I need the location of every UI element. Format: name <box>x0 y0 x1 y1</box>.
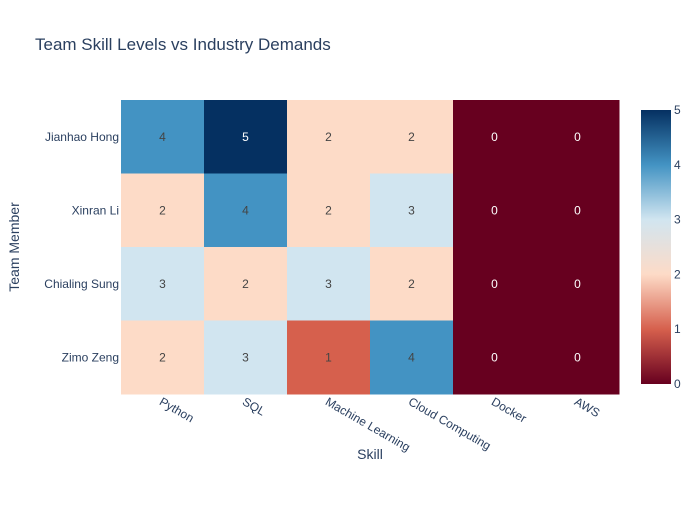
heatmap-cell <box>204 173 288 248</box>
heatmap-cell <box>204 320 288 395</box>
cell-value-label: 4 <box>242 203 249 217</box>
heatmap-cell <box>453 100 537 174</box>
heatmap-cell <box>453 247 537 321</box>
colorbar-ticks: 0 1 2 3 4 5 <box>674 103 681 391</box>
cell-value-label: 0 <box>491 350 498 364</box>
cell-value-label: 5 <box>242 130 249 144</box>
cell-value-label: 2 <box>159 203 166 217</box>
heatmap-cell <box>204 100 288 174</box>
heatmap-cell <box>121 320 205 395</box>
heatmap-cell <box>204 247 288 321</box>
colorbar-tick-label: 5 <box>674 103 681 117</box>
heatmap-cell <box>453 173 537 248</box>
cell-value-label: 3 <box>242 350 249 364</box>
cell-value-label: 0 <box>574 130 581 144</box>
heatmap-cells: 4 5 2 2 0 0 2 4 2 3 0 0 3 2 3 2 0 0 2 3 1 4 0 0 <box>121 100 620 395</box>
heatmap-cell <box>453 320 537 395</box>
y-tick-label: Chialing Sung <box>44 277 119 291</box>
heatmap-cell <box>370 247 454 321</box>
heatmap-cell <box>536 173 620 248</box>
cell-value-label: 2 <box>159 350 166 364</box>
cell-value-label: 2 <box>408 277 415 291</box>
cell-value-label: 0 <box>574 203 581 217</box>
heatmap-cell <box>536 247 620 321</box>
heatmap-cell <box>121 173 205 248</box>
x-tick-label: AWS <box>572 394 602 420</box>
colorbar-tick-label: 0 <box>674 377 681 391</box>
heatmap-cell <box>370 100 454 174</box>
heatmap-cell <box>536 100 620 174</box>
cell-value-label: 0 <box>574 350 581 364</box>
heatmap-cell <box>121 247 205 321</box>
x-tick-label: Docker <box>489 394 529 425</box>
cell-value-label: 2 <box>325 203 332 217</box>
y-axis-ticks: Jianhao Hong Xinran Li Chialing Sung Zimo Z… <box>44 130 119 365</box>
cell-value-label: 3 <box>408 203 415 217</box>
y-tick-label: Zimo Zeng <box>62 350 119 364</box>
cell-value-label: 2 <box>408 130 415 144</box>
y-tick-label: Jianhao Hong <box>45 130 119 144</box>
colorbar-gradient <box>641 110 671 384</box>
heatmap-cell <box>287 100 371 174</box>
x-tick-label: SQL <box>240 394 268 418</box>
cell-value-label: 2 <box>242 277 249 291</box>
x-tick-label: Python <box>157 394 196 425</box>
cell-value-label: 0 <box>491 203 498 217</box>
cell-value-label: 4 <box>408 350 415 364</box>
heatmap-cell <box>370 173 454 248</box>
x-tick-label: Cloud Computing <box>406 394 493 452</box>
cell-value-label: 4 <box>159 130 166 144</box>
heatmap-cell <box>121 100 205 174</box>
cell-value-label: 0 <box>491 277 498 291</box>
colorbar-tick-label: 1 <box>674 322 681 336</box>
heatmap-cell <box>287 247 371 321</box>
colorbar-tick-label: 4 <box>674 158 681 172</box>
cell-value-label: 1 <box>325 350 332 364</box>
y-tick-label: Xinran Li <box>72 203 119 217</box>
heatmap-cell <box>536 320 620 395</box>
y-axis-title: Team Member <box>6 202 22 292</box>
heatmap-cell <box>287 320 371 395</box>
colorbar <box>641 110 671 384</box>
cell-value-label: 0 <box>574 277 581 291</box>
colorbar-tick-label: 3 <box>674 213 681 227</box>
colorbar-tick-label: 2 <box>674 267 681 281</box>
heatmap-cell <box>287 173 371 248</box>
x-axis-title: Skill <box>357 446 383 462</box>
cell-value-label: 2 <box>325 130 332 144</box>
cell-value-label: 3 <box>159 277 166 291</box>
heatmap-cell <box>370 320 454 395</box>
cell-value-label: 3 <box>325 277 332 291</box>
cell-value-label: 0 <box>491 130 498 144</box>
chart-title: Team Skill Levels vs Industry Demands <box>35 35 331 54</box>
